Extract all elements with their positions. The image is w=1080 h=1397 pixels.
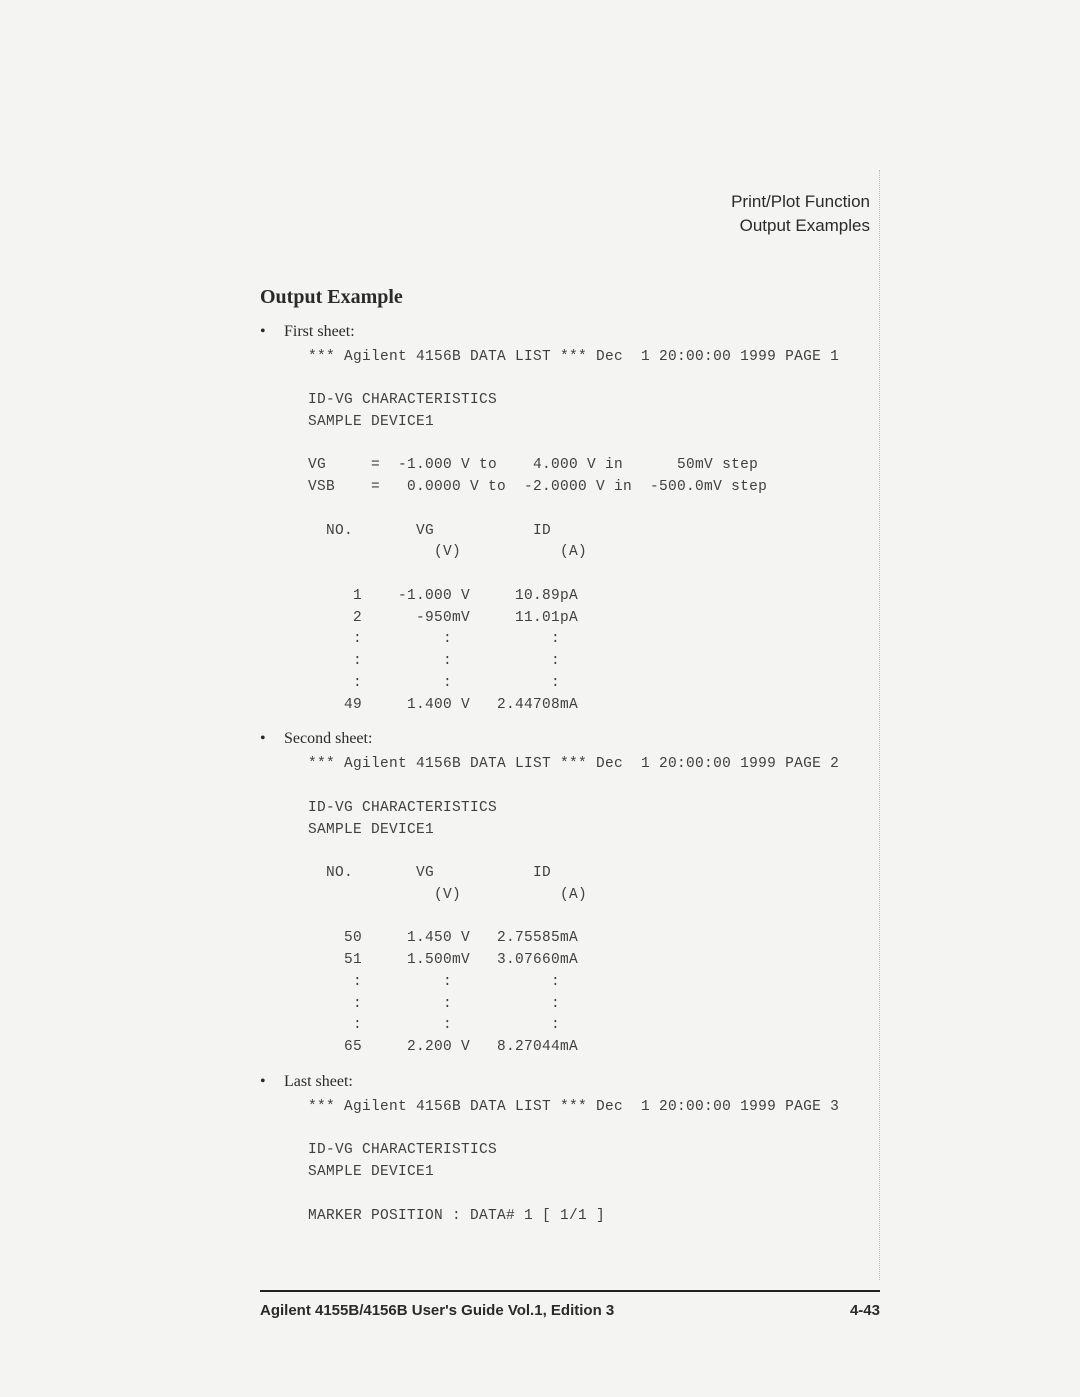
bullet-dot-icon: •: [260, 1073, 284, 1091]
bullet-dot-icon: •: [260, 323, 284, 341]
footer-rule: [260, 1290, 880, 1292]
page-content: Print/Plot Function Output Examples Outp…: [260, 190, 880, 1241]
bullet-second-sheet: • Second sheet:: [260, 730, 880, 748]
header-line-1: Print/Plot Function: [260, 190, 870, 214]
bullet-first-sheet: • First sheet:: [260, 323, 880, 341]
first-sheet-listing: *** Agilent 4156B DATA LIST *** Dec 1 20…: [308, 347, 880, 717]
bullet-label: Second sheet:: [284, 730, 372, 748]
last-sheet-listing: *** Agilent 4156B DATA LIST *** Dec 1 20…: [308, 1097, 880, 1228]
second-sheet-listing: *** Agilent 4156B DATA LIST *** Dec 1 20…: [308, 754, 880, 1059]
header-line-2: Output Examples: [260, 214, 870, 238]
section-title: Output Example: [260, 286, 880, 309]
bullet-dot-icon: •: [260, 730, 284, 748]
bullet-label: First sheet:: [284, 323, 355, 341]
footer-page-number: 4-43: [850, 1302, 880, 1319]
bullet-label: Last sheet:: [284, 1073, 353, 1091]
page-footer: Agilent 4155B/4156B User's Guide Vol.1, …: [260, 1290, 880, 1319]
footer-title: Agilent 4155B/4156B User's Guide Vol.1, …: [260, 1302, 614, 1319]
bullet-last-sheet: • Last sheet:: [260, 1073, 880, 1091]
footer-line: Agilent 4155B/4156B User's Guide Vol.1, …: [260, 1302, 880, 1319]
page-header: Print/Plot Function Output Examples: [260, 190, 880, 238]
